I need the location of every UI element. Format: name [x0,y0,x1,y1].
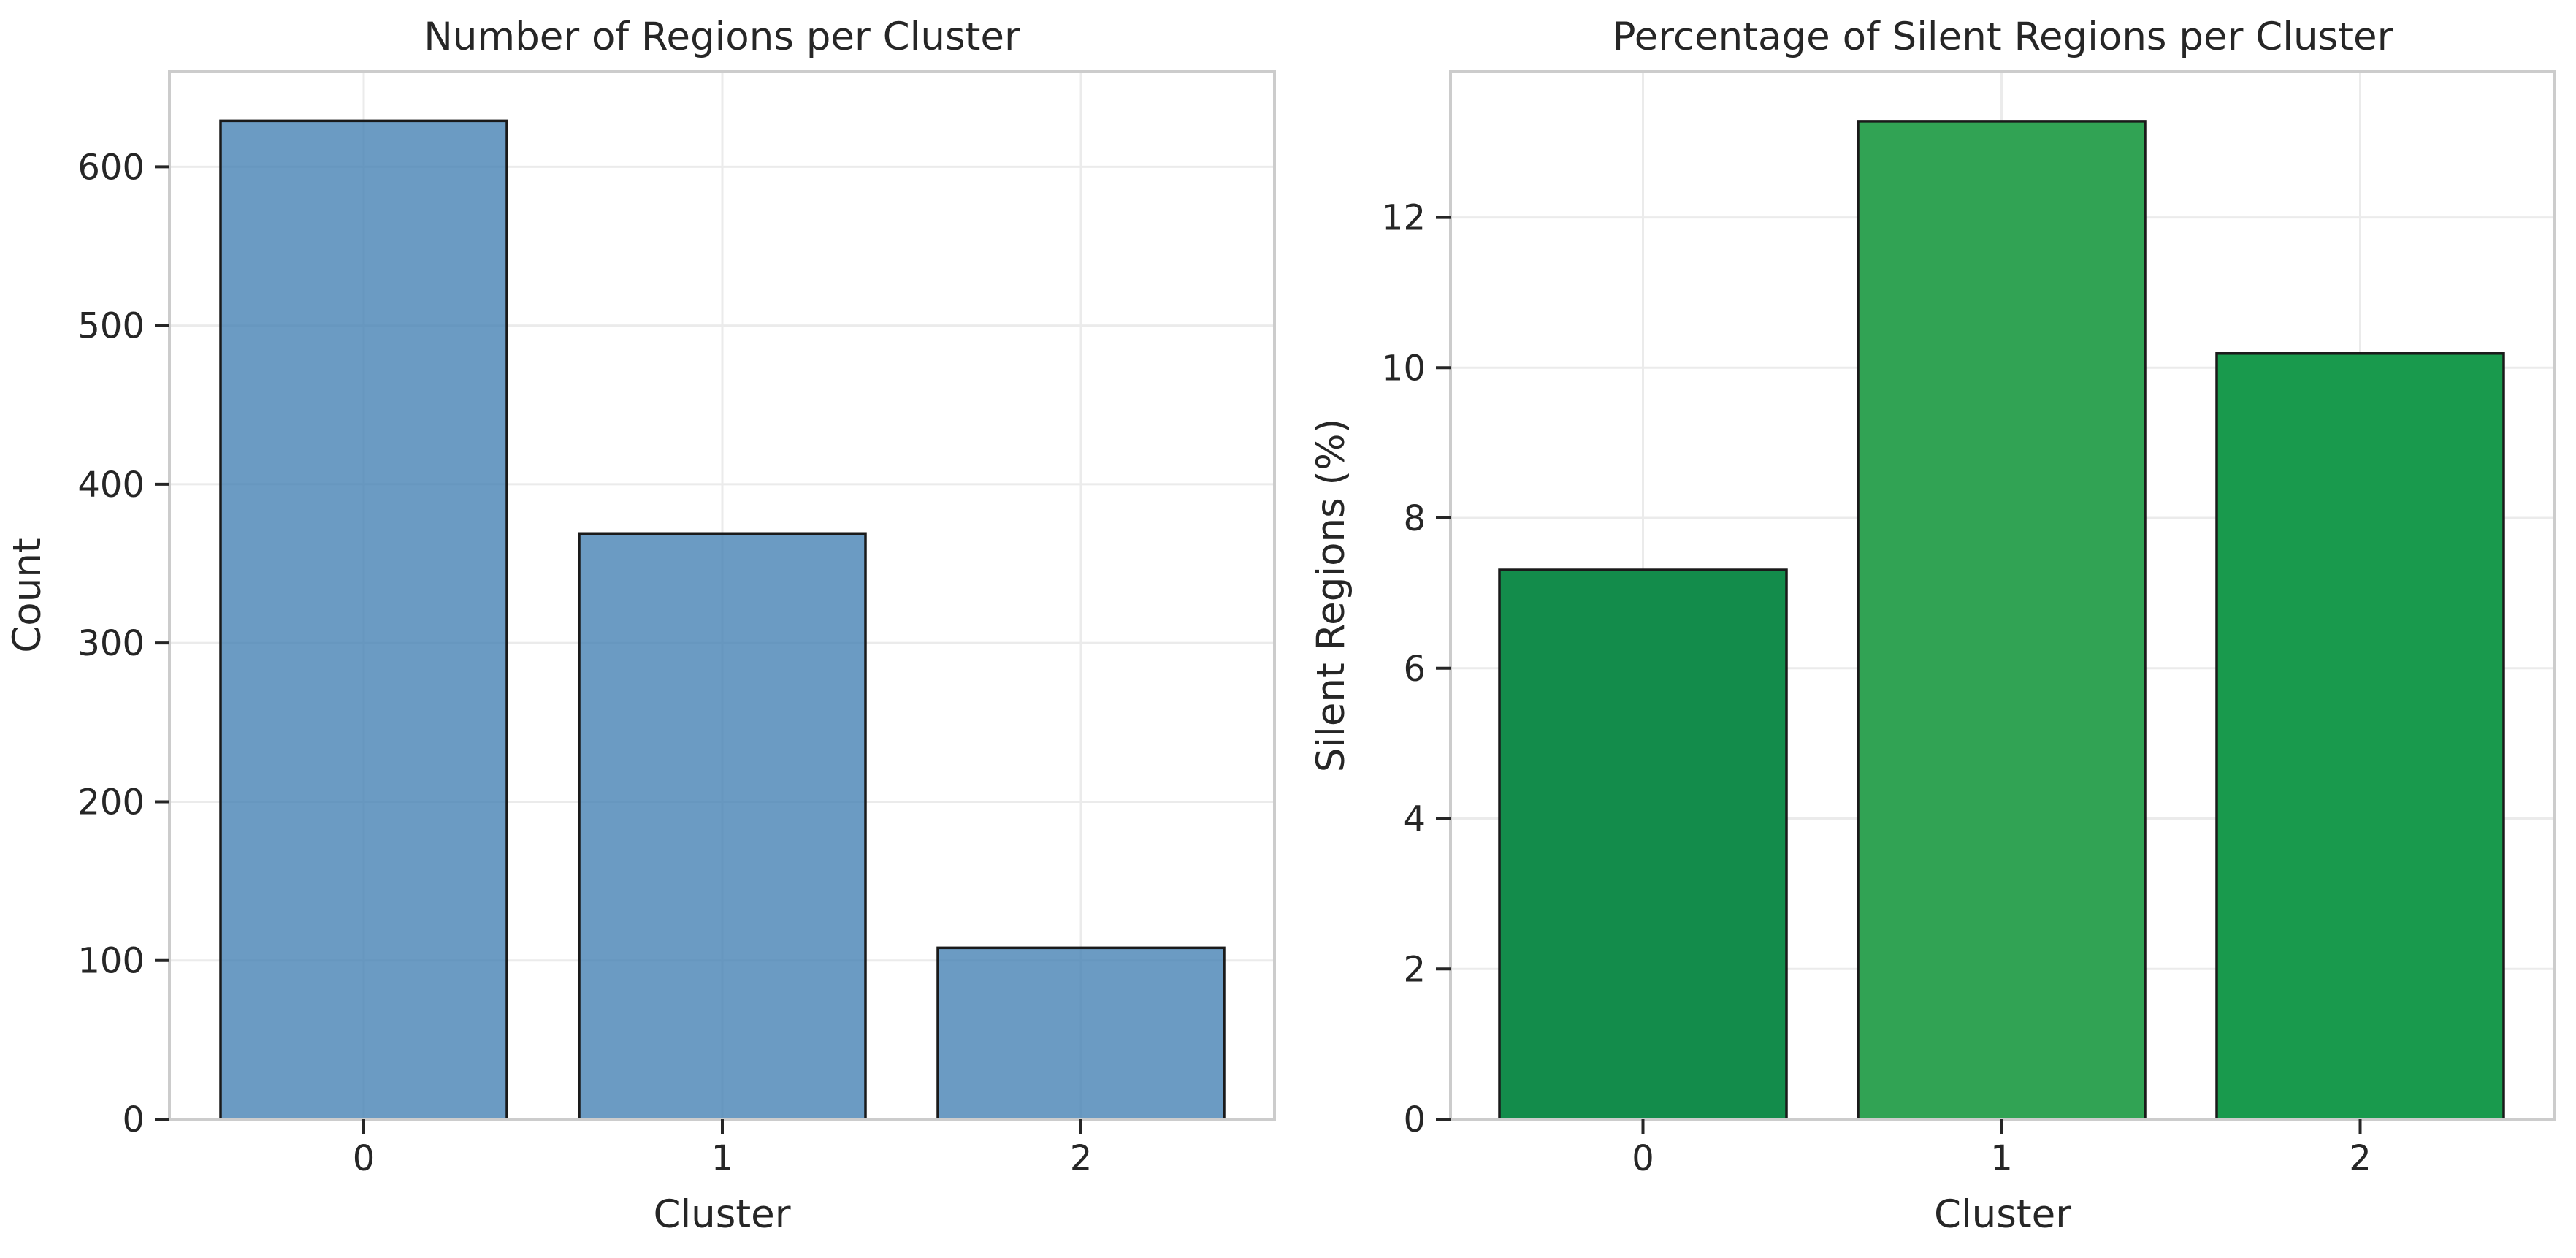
y-tick-label: 6 [1403,649,1426,690]
chart-title: Percentage of Silent Regions per Cluster [1613,15,2393,59]
y-axis-title: Count [5,538,50,652]
y-tick-label: 500 [77,306,145,347]
y-tick-label: 0 [122,1099,145,1140]
y-tick-label: 4 [1403,799,1426,840]
y-tick-label: 2 [1403,949,1426,990]
x-tick-label: 1 [711,1138,734,1179]
y-tick-label: 300 [77,623,145,664]
y-tick-label: 0 [1403,1099,1426,1140]
regions-count-chart: 0 100 200 300 400 500 600 0 1 2 Number of Regions … [5,15,1276,1237]
y-tick-label: 8 [1403,498,1426,539]
bar-cluster-1 [1857,120,2147,1121]
bar-cluster-2 [2215,352,2505,1121]
x-axis-title: Cluster [1934,1192,2071,1237]
y-tick-label: 10 [1381,348,1426,389]
x-tick-label: 0 [1632,1138,1654,1179]
y-tick-label: 100 [77,941,145,982]
y-axis-title: Silent Regions (%) [1309,419,1353,773]
bar-cluster-1 [578,532,867,1121]
x-tick-label: 1 [1990,1138,2013,1179]
x-tick-label: 2 [2349,1138,2371,1179]
bar-cluster-0 [219,119,508,1121]
bar-cluster-2 [936,946,1226,1121]
bar-cluster-0 [1498,568,1788,1121]
x-tick-label: 2 [1070,1138,1093,1179]
y-tick-label: 400 [77,465,145,506]
y-tick-label: 600 [77,147,145,188]
chart-title: Number of Regions per Cluster [424,15,1020,59]
x-axis-title: Cluster [653,1192,790,1237]
x-tick-label: 0 [353,1138,375,1179]
y-tick-label: 200 [77,782,145,823]
y-tick-label: 12 [1381,198,1426,239]
